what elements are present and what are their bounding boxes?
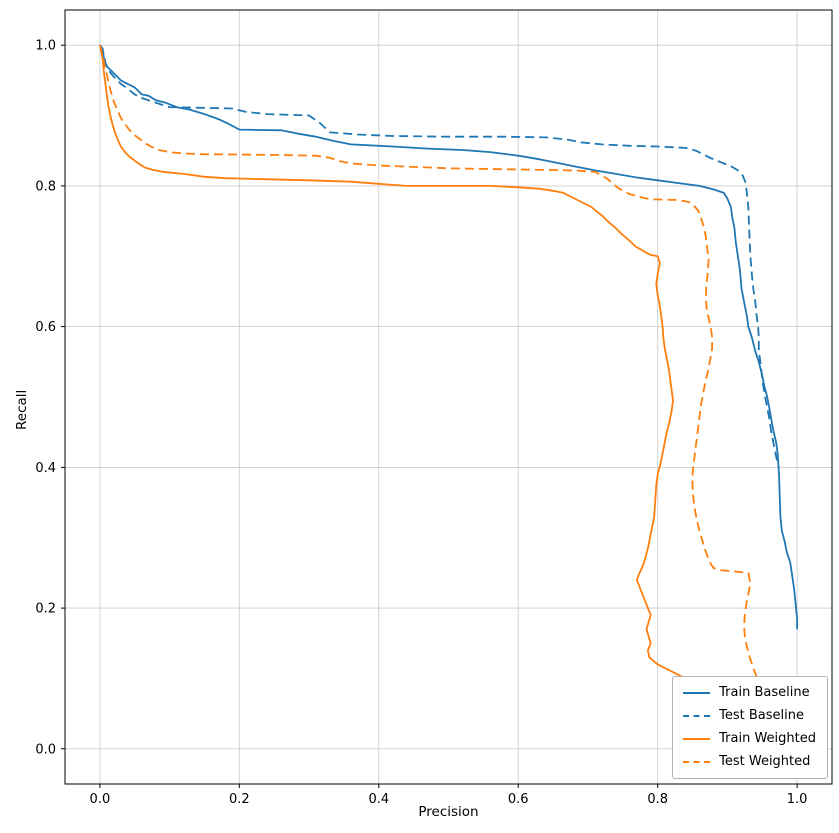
series-line-train-baseline	[99, 44, 798, 630]
x-tick-label: 0.2	[229, 792, 250, 807]
axes-spines	[64, 9, 833, 785]
y-tick-label: 0.8	[35, 179, 56, 194]
x-tick-label: 0.8	[647, 792, 668, 807]
x-axis-label: Precision	[418, 804, 479, 820]
legend: Train Baseline Test Baseline Train Weigh…	[672, 676, 828, 779]
series-line-test-weighted	[99, 44, 798, 750]
legend-item-test-baseline: Test Baseline	[683, 708, 816, 724]
legend-item-train-weighted: Train Weighted	[683, 731, 816, 747]
legend-label-test-baseline: Test Baseline	[719, 708, 804, 723]
series-line-train-weighted	[99, 45, 798, 722]
y-tick-label: 0.6	[35, 320, 56, 335]
legend-line-train-baseline	[683, 692, 711, 694]
legend-item-test-weighted: Test Weighted	[683, 754, 816, 770]
legend-item-train-baseline: Train Baseline	[683, 685, 816, 701]
y-tick-label: 0.4	[35, 461, 56, 476]
legend-label-test-weighted: Test Weighted	[719, 754, 811, 769]
y-tick-label: 0.0	[35, 742, 56, 757]
y-tick-label: 1.0	[35, 39, 56, 54]
x-tick-label: 0.0	[90, 792, 111, 807]
y-tick-label: 0.2	[35, 602, 56, 617]
series-line-test-baseline	[99, 44, 780, 468]
x-tick-label: 0.6	[508, 792, 529, 807]
legend-label-train-weighted: Train Weighted	[719, 731, 816, 746]
x-tick-label: 1.0	[787, 792, 808, 807]
x-tick-label: 0.4	[368, 792, 389, 807]
legend-label-train-baseline: Train Baseline	[719, 685, 810, 700]
legend-line-train-weighted	[683, 738, 711, 740]
legend-line-test-weighted	[683, 761, 711, 763]
legend-line-test-baseline	[683, 715, 711, 717]
y-axis-label: Recall	[14, 389, 30, 430]
